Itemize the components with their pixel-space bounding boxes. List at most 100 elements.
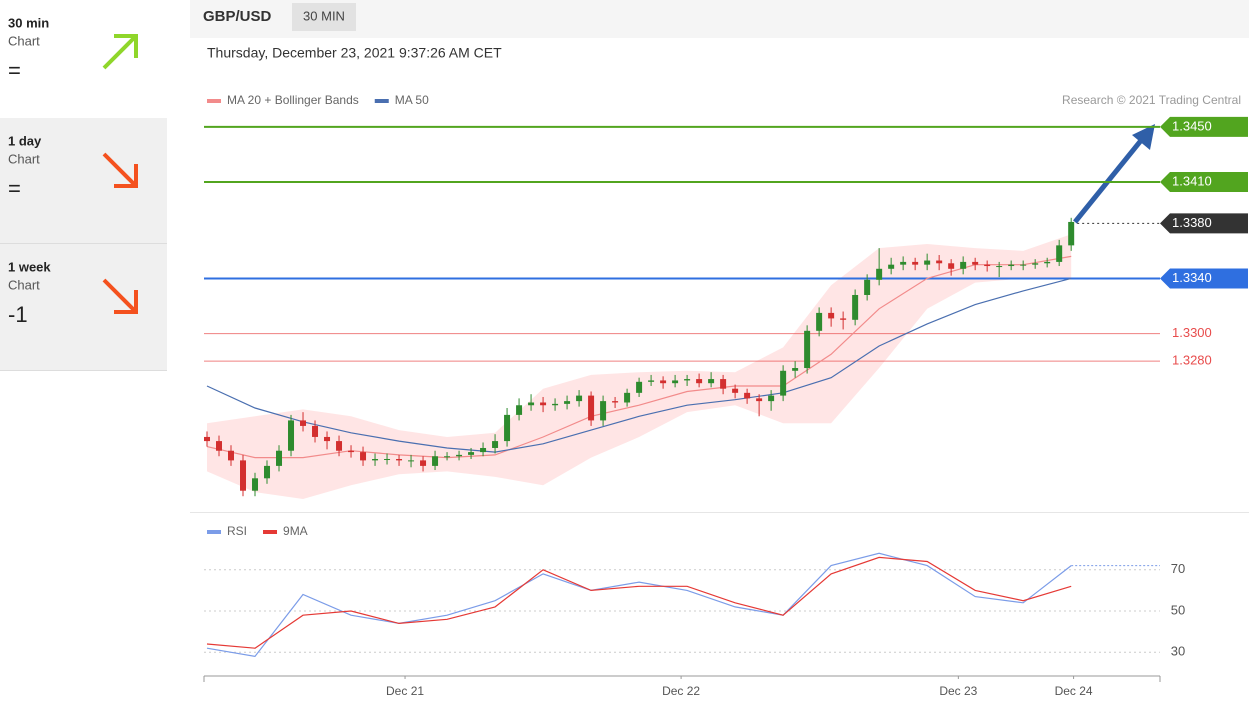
period: 1 day	[8, 133, 42, 148]
candle-body	[492, 441, 499, 448]
level-label: 1.3300	[1172, 325, 1212, 340]
signal: =	[8, 58, 21, 83]
signal: -1	[8, 302, 28, 327]
candle-body	[672, 380, 679, 384]
candle-body	[960, 261, 967, 269]
candle-body	[600, 401, 607, 421]
candle-body	[624, 392, 631, 403]
candle-body	[612, 401, 619, 403]
sidebar-item[interactable]	[0, 244, 167, 370]
candle-body	[828, 312, 835, 319]
arrow-icon	[114, 290, 138, 314]
candle-body	[336, 441, 343, 451]
legend-label: 9MA	[283, 524, 308, 538]
candle-body	[948, 263, 955, 269]
chart-label: Chart	[8, 33, 40, 48]
legend-swatch	[207, 99, 221, 103]
legend-swatch	[263, 530, 278, 534]
candle-body	[444, 456, 451, 458]
candle-body	[852, 294, 859, 320]
candle-body	[384, 459, 391, 461]
x-tick-label: Dec 24	[1055, 684, 1093, 698]
candle-body	[504, 414, 511, 442]
legend-label: MA 50	[395, 93, 429, 107]
candle-body	[648, 380, 655, 382]
symbol: GBP/USD	[203, 8, 272, 25]
candle-body	[816, 312, 823, 331]
candle-body	[564, 401, 571, 404]
candle-body	[708, 379, 715, 384]
level-tag	[1160, 268, 1248, 289]
candle-body	[780, 370, 787, 396]
candle-body	[876, 268, 883, 280]
legend-label: RSI	[227, 524, 247, 538]
candle-body	[576, 395, 583, 402]
candle-body	[1008, 264, 1015, 267]
candle-body	[408, 460, 415, 462]
legend-swatch	[374, 99, 389, 103]
candle-body	[972, 261, 979, 265]
candle-body	[1032, 263, 1039, 265]
sidebar-item[interactable]	[0, 118, 167, 243]
candle-body	[456, 454, 463, 457]
rsi-line	[206, 556, 1072, 649]
candle-body	[324, 436, 331, 442]
candle-body	[924, 260, 931, 265]
x-tick-label: Dec 21	[386, 684, 424, 698]
x-tick-label: Dec 23	[939, 684, 977, 698]
forecast-arrow	[1073, 136, 1145, 224]
candle-body	[396, 459, 403, 461]
sidebar-item[interactable]	[0, 0, 167, 118]
period: 1 week	[8, 259, 51, 274]
candle-body	[348, 450, 355, 453]
candle-body	[588, 395, 595, 421]
level-label: 1.3380	[1172, 215, 1212, 230]
interval: 30 MIN	[303, 8, 345, 23]
y-tick-label: 30	[1171, 644, 1185, 659]
signal: =	[8, 176, 21, 201]
candle-body	[228, 450, 235, 461]
arrow-icon	[102, 36, 136, 70]
interval-badge[interactable]	[292, 3, 356, 31]
candle-body	[252, 478, 259, 491]
candle-body	[912, 261, 919, 265]
candle-body	[1068, 221, 1075, 246]
y-tick-label: 50	[1171, 602, 1185, 617]
arrow-icon	[114, 34, 138, 58]
rsi-line	[206, 552, 1072, 658]
candle-body	[996, 266, 1003, 268]
candle-body	[240, 460, 247, 491]
candle-body	[420, 460, 427, 466]
candle-body	[432, 456, 439, 466]
level-tag	[1160, 116, 1248, 137]
candle-body	[516, 405, 523, 415]
candle-body	[276, 450, 283, 466]
chart-label: Chart	[8, 277, 40, 292]
candle-body	[1056, 245, 1063, 262]
level-label: 1.3340	[1172, 270, 1212, 285]
timestamp: Thursday, December 23, 2021 9:37:26 AM C…	[207, 45, 502, 61]
arrow-icon	[114, 164, 138, 188]
forecast-arrow-head	[1132, 124, 1155, 150]
header-bar	[190, 0, 1249, 38]
candle-body	[840, 318, 847, 320]
ma-line	[206, 277, 1072, 453]
credit: Research © 2021 Trading Central	[1062, 93, 1241, 107]
candle-body	[756, 398, 763, 402]
legend-swatch	[207, 530, 221, 534]
candle-body	[660, 380, 667, 384]
candle-body	[288, 420, 295, 451]
level-label: 1.3450	[1172, 118, 1212, 133]
candle-body	[480, 447, 487, 453]
candle-body	[804, 330, 811, 369]
level-tag	[1160, 213, 1248, 234]
candle-body	[264, 465, 271, 479]
candle-body	[540, 402, 547, 406]
candle-body	[732, 388, 739, 393]
arrow-icon	[102, 152, 136, 186]
candle-body	[792, 368, 799, 371]
arrow-icon	[102, 278, 136, 312]
candle-body	[636, 381, 643, 393]
level-label: 1.3410	[1172, 173, 1212, 188]
